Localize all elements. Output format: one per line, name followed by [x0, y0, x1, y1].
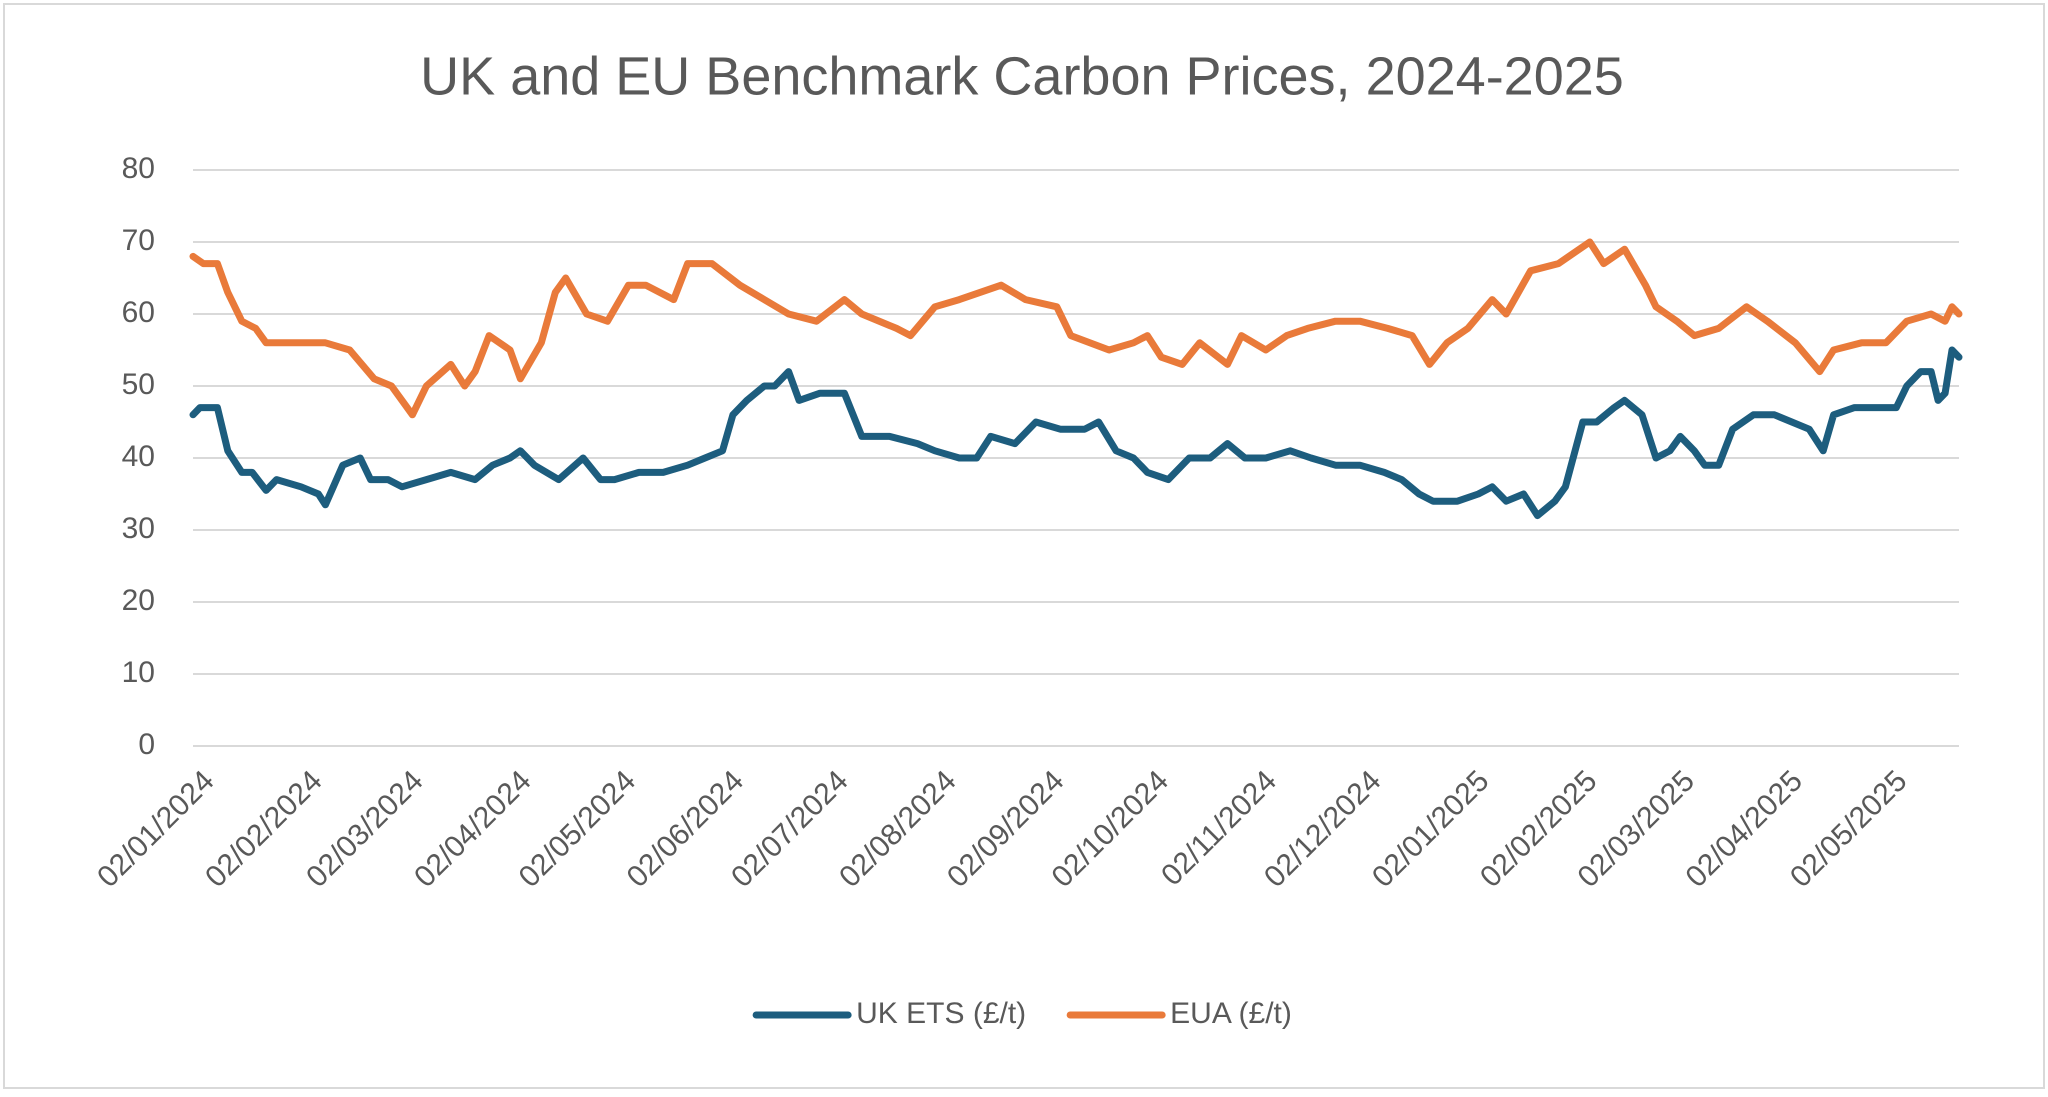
- chart-title: UK and EU Benchmark Carbon Prices, 2024-…: [420, 46, 1624, 106]
- y-tick-label: 10: [122, 656, 155, 689]
- data-line: [189, 346, 1963, 520]
- y-tick-label: 70: [122, 224, 155, 257]
- y-tick-label: 50: [122, 368, 155, 401]
- y-tick-label: 80: [122, 152, 155, 185]
- plot-area: [189, 238, 1963, 520]
- y-tick-label: 60: [122, 296, 155, 329]
- legend-item: UK ETS (£/t): [752, 997, 1026, 1030]
- y-tick-label: 20: [122, 584, 155, 617]
- y-tick-label: 30: [122, 512, 155, 545]
- chart-border: [3, 3, 2045, 1089]
- legend-label: EUA (£/t): [1170, 997, 1292, 1030]
- legend-label: UK ETS (£/t): [856, 997, 1026, 1030]
- legend: UK ETS (£/t) EUA (£/t): [752, 997, 1292, 1030]
- y-tick-label: 40: [122, 440, 155, 473]
- data-line: [189, 238, 1963, 419]
- legend-item: EUA (£/t): [1066, 997, 1292, 1030]
- y-tick-label: 0: [138, 728, 155, 761]
